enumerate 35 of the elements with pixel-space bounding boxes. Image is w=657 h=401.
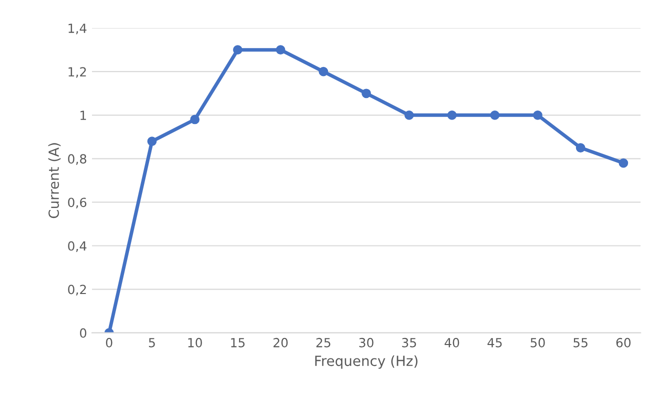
point <box>447 110 457 120</box>
y-tick-label: 1,4 <box>68 24 86 34</box>
x-tick-label: 0 <box>106 338 112 348</box>
x-tick-label: 35 <box>402 338 416 348</box>
y-tick-label: 1,2 <box>68 67 86 78</box>
x-tick-label: 10 <box>188 338 202 348</box>
x-tick-label: 60 <box>616 338 631 348</box>
point <box>147 136 157 146</box>
x-tick-label: 15 <box>231 338 245 348</box>
y-tick-label: 0 <box>80 328 86 338</box>
x-tick-label: 20 <box>274 338 288 348</box>
point <box>190 114 200 124</box>
point <box>618 158 628 168</box>
point <box>490 110 500 120</box>
x-tick-label: 5 <box>148 338 155 348</box>
x-tick-label: 40 <box>444 338 460 348</box>
x-tick-label: 30 <box>359 338 374 348</box>
x-tick-label: 55 <box>574 338 588 348</box>
point <box>233 45 242 55</box>
y-axis-title: Current (A) <box>48 143 61 218</box>
point <box>318 66 328 76</box>
y-tick-label: 0,8 <box>68 154 86 165</box>
point <box>276 45 286 55</box>
point <box>362 88 371 98</box>
point <box>404 110 414 120</box>
y-tick-label: 0,6 <box>68 198 86 208</box>
y-tick-label: 0,4 <box>68 241 86 252</box>
x-tick-label: 45 <box>488 338 502 348</box>
y-tick-label: 0,2 <box>68 284 86 296</box>
y-tick-label: 1 <box>80 110 86 120</box>
x-tick-label: 25 <box>316 338 330 348</box>
point <box>576 143 586 152</box>
point <box>533 110 542 120</box>
x-axis-title: Frequency (Hz) <box>315 355 418 369</box>
x-tick-label: 50 <box>530 338 545 348</box>
